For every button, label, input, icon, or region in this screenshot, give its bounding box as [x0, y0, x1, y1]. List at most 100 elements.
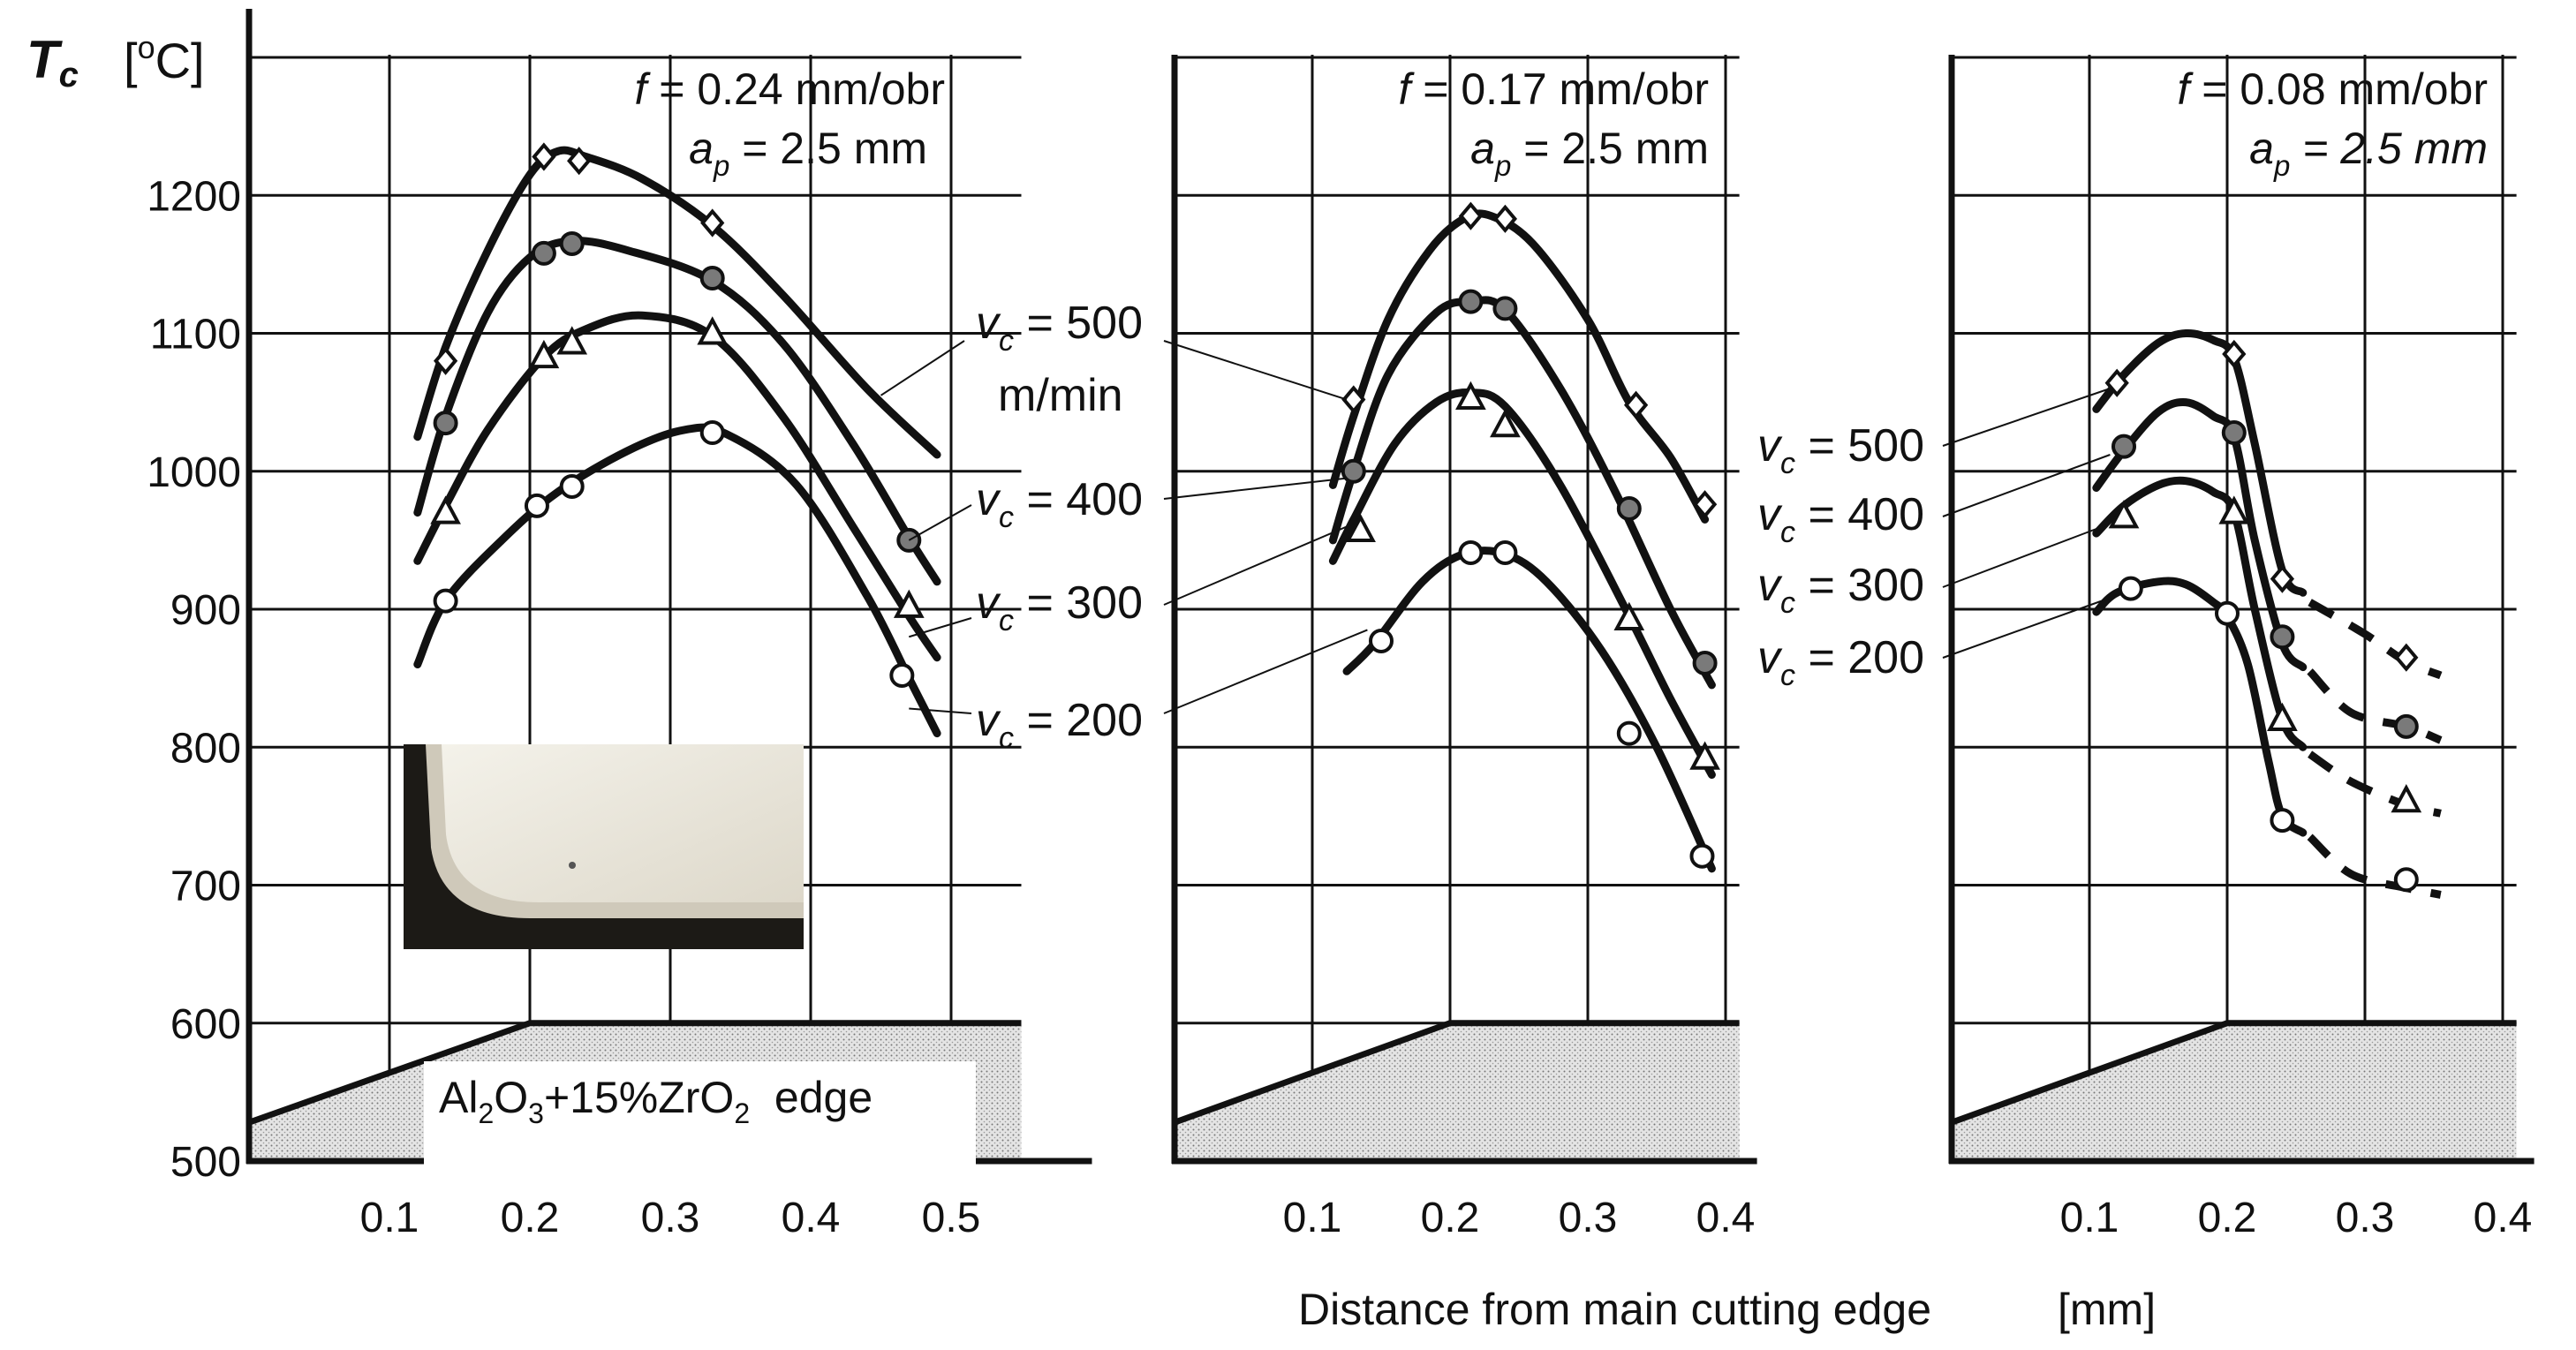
y-tick-label-1100: 1100: [150, 312, 241, 358]
data-point-vc-300-4: [893, 589, 925, 618]
data-point-vc-300-1: [2218, 495, 2250, 524]
series-vc-400-curve: [413, 237, 941, 586]
leader-lines: [880, 340, 2118, 714]
series-vc-200-extrapolation: [2307, 833, 2442, 899]
edge-profile-fill: [1175, 1022, 1740, 1161]
vc-label-500-middle: vc = 500: [976, 298, 1143, 358]
photo-spot: [569, 862, 576, 869]
svg-text:Al2O3+15%ZrO2 edge: Al2O3+15%ZrO2 edge: [439, 1073, 873, 1129]
data-point-vc-300-2: [2267, 702, 2298, 731]
data-point-vc-400-4: [1692, 650, 1718, 675]
x-tick-label-0.2: 0.2: [1421, 1195, 1480, 1241]
data-point-vc-500-0: [433, 346, 458, 375]
series-vc-300-curve: [2092, 476, 2308, 751]
data-point-vc-200-1: [1458, 539, 1484, 565]
x-tick-label-0.1: 0.1: [360, 1195, 419, 1241]
y-tick-label-500: 500: [170, 1139, 241, 1186]
y-tick-label-800: 800: [170, 725, 241, 772]
data-point-vc-200-4: [889, 663, 915, 688]
data-point-vc-500-2: [567, 147, 592, 176]
data-point-vc-400-0: [433, 411, 458, 436]
leader-panel-3-2: [1942, 523, 2111, 588]
data-point-vc-400-0: [2111, 434, 2136, 459]
x-tick-label-0.4: 0.4: [2474, 1195, 2533, 1241]
data-point-vc-400-2: [559, 230, 585, 256]
x-tick-label-0.3: 0.3: [641, 1195, 700, 1241]
leader-panel-2-2: [1163, 523, 1355, 606]
data-point-vc-200-4: [1689, 843, 1715, 869]
panel-1-depth-label: ap = 2.5 mm: [689, 124, 927, 182]
data-point-vc-400-3: [1616, 495, 1642, 521]
series-vc-500-curve: [413, 146, 941, 459]
panel-3-header: f = 0.08 mm/obr ap = 2.5 mm: [2177, 64, 2488, 182]
chart-panel-2: 0.1 0.2 0.3 0.4 f = 0.17 mm/obr ap = 2.5 mm: [1171, 55, 1757, 1241]
data-point-vc-300-4: [1689, 741, 1720, 770]
vc-label-400-middle: vc = 400: [976, 474, 1143, 534]
data-point-vc-200-3: [699, 420, 725, 445]
data-point-vc-300-3: [1613, 601, 1645, 630]
vc-label-400-right: vc = 400: [1757, 489, 1924, 549]
panel-1-feed-label: f = 0.24 mm/obr: [634, 64, 945, 114]
edge-profile-fill: [1952, 1022, 2517, 1161]
series-vc-400-curve: [2092, 397, 2308, 672]
data-point-vc-400-1: [1458, 289, 1484, 314]
data-point-vc-300-0: [2108, 500, 2140, 529]
data-point-vc-300-1: [1455, 381, 1486, 410]
data-point-vc-300-2: [1490, 408, 1521, 438]
leader-panel-1-3: [909, 707, 972, 714]
data-point-vc-400-1: [531, 240, 556, 266]
edge-material-label: Al2O3+15%ZrO2 edge: [424, 1061, 976, 1167]
chart-panel-1: 500 600 700 800 900 1000 1100 1200 0.1 0.2 0.3 0.4 0…: [147, 9, 1092, 1241]
series-vc-200-curve: [1342, 547, 1716, 873]
data-point-vc-500-1: [2222, 339, 2247, 369]
data-point-vc-200-1: [2215, 600, 2240, 626]
series-vc-300-extrapolation: [2308, 750, 2442, 818]
panel-3-depth-label: ap = 2.5 mm: [2249, 124, 2488, 182]
data-point-vc-500-1: [1458, 201, 1484, 230]
data-point-vc-500-0: [1341, 385, 1366, 414]
data-point-vc-400-2: [1492, 296, 1518, 321]
vc-labels-middle: vc = 500 m/min vc = 400 vc = 300 vc = 20…: [976, 298, 1143, 755]
data-point-vc-200-2: [2270, 808, 2295, 833]
data-point-vc-200-0: [1369, 628, 1394, 653]
data-point-vc-500-3: [700, 208, 725, 238]
leader-panel-2-3: [1163, 629, 1368, 714]
data-point-vc-200-2: [559, 473, 585, 499]
data-point-vc-300-1: [528, 339, 560, 369]
panel-3-feed-label: f = 0.08 mm/obr: [2177, 64, 2488, 114]
y-axis-title: Tc [oC]: [26, 29, 205, 94]
series-vc-500-curve: [2092, 328, 2308, 597]
y-tick-label-700: 700: [170, 864, 241, 910]
data-point-vc-300-0: [1345, 513, 1376, 542]
x-tick-label-0.2: 0.2: [501, 1195, 560, 1241]
data-point-vc-200-0: [433, 588, 458, 614]
vc-label-unit: m/min: [998, 370, 1123, 421]
panel-2-header: f = 0.17 mm/obr ap = 2.5 mm: [1398, 64, 1709, 182]
vc-label-300-middle: vc = 300: [976, 577, 1143, 637]
edge-profile-line: [1950, 1020, 2517, 1126]
data-point-vc-400-1: [2221, 420, 2247, 445]
data-point-vc-500-0: [2104, 368, 2129, 397]
data-point-vc-300-2: [556, 326, 588, 355]
x-tick-label-0.4: 0.4: [1696, 1195, 1756, 1241]
vc-labels-right: vc = 500 vc = 400 vc = 300 vc = 200: [1757, 420, 1924, 692]
x-tick-label-0.1: 0.1: [2060, 1195, 2119, 1241]
data-point-vc-200-0: [2118, 576, 2143, 601]
data-point-vc-500-3: [1623, 390, 1649, 419]
data-point-vc-500-2: [2270, 564, 2295, 593]
y-tick-label-1000: 1000: [147, 449, 241, 496]
x-axis-unit: [mm]: [2058, 1285, 2156, 1334]
data-point-vc-300-0: [430, 495, 461, 524]
svg-text:[oC]: [oC]: [124, 29, 205, 88]
leader-panel-2-1: [1163, 477, 1348, 500]
leader-panel-3-3: [1942, 594, 2118, 659]
data-point-vc-200-1: [524, 493, 549, 518]
x-axis-title: Distance from main cutting edge [mm]: [1298, 1285, 2156, 1334]
vc-label-300-right: vc = 300: [1757, 560, 1924, 620]
y-tick-label-900: 900: [170, 587, 241, 634]
x-tick-label-0.5: 0.5: [922, 1195, 981, 1241]
panel-1-header: f = 0.24 mm/obr ap = 2.5 mm: [634, 64, 945, 182]
data-point-vc-500-1: [532, 142, 556, 171]
data-point-vc-400-0: [1341, 458, 1366, 484]
